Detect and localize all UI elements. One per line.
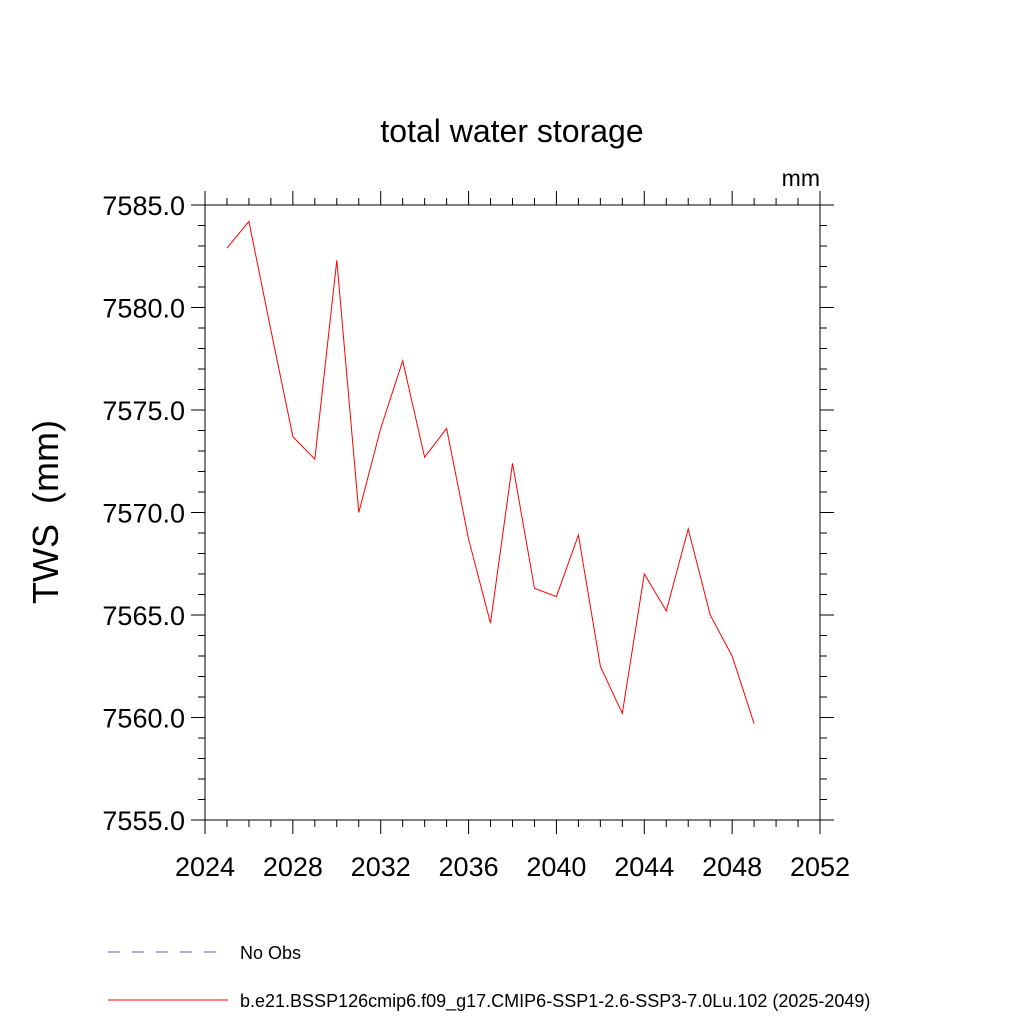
plot-frame: [204, 204, 821, 821]
legend-label: No Obs: [240, 943, 301, 963]
legend: No Obs b.e21.BSSP126cmip6.f09_g17.CMIP6-S…: [108, 943, 870, 1012]
y-tick-label: 7555.0: [102, 806, 185, 836]
legend-label: b.e21.BSSP126cmip6.f09_g17.CMIP6-SSP1-2.…: [240, 991, 870, 1012]
chart-title: total water storage: [380, 113, 643, 149]
x-tick-label: 2028: [263, 852, 323, 882]
x-tick-label: 2048: [702, 852, 762, 882]
y-tick-label: 7580.0: [102, 294, 185, 324]
x-tick-label: 2044: [614, 852, 674, 882]
x-tick-label: 2052: [790, 852, 850, 882]
y-tick-label: 7560.0: [102, 704, 185, 734]
y-axis-label: TWS (mm): [25, 420, 66, 604]
x-tick-label: 2024: [175, 852, 235, 882]
y-tick-label: 7565.0: [102, 601, 185, 631]
axis-ticks: [191, 191, 834, 834]
series-line-1: [226, 220, 755, 724]
y-tick-label: 7570.0: [102, 499, 185, 529]
y-tick-label: 7575.0: [102, 396, 185, 426]
series-layer: [226, 220, 755, 724]
x-tick-label: 2032: [351, 852, 411, 882]
units-label: mm: [782, 165, 820, 191]
x-tick-label: 2040: [526, 852, 586, 882]
y-tick-label: 7585.0: [102, 191, 185, 221]
x-tick-label: 2036: [439, 852, 499, 882]
axis-tick-labels: 2024 2028 2032 2036 2040 2044 2048 2052 7555.0 75…: [102, 191, 850, 882]
